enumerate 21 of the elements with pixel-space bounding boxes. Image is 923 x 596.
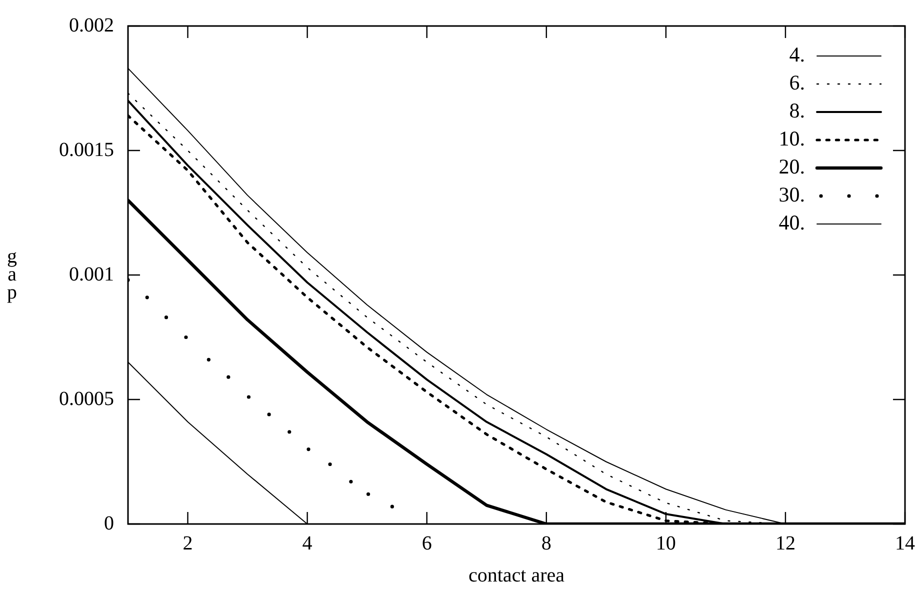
x-tick-label: 14 (895, 532, 915, 554)
legend-label: 30. (778, 182, 805, 207)
x-tick-label: 10 (656, 532, 676, 554)
x-axis-title: contact area (468, 564, 565, 586)
y-tick-label: 0.0015 (59, 138, 114, 161)
x-tick-label: 8 (541, 532, 552, 554)
x-tick-label: 2 (182, 532, 193, 554)
legend-label: 8. (789, 98, 805, 123)
legend-label: 6. (789, 70, 805, 95)
y-tick-label: 0.001 (69, 263, 114, 286)
legend-label: 40. (778, 210, 805, 235)
x-tick-label: 4 (302, 532, 312, 554)
x-tick-label: 6 (422, 532, 432, 554)
y-tick-label: 0.0005 (59, 388, 114, 410)
legend-label: 10. (778, 126, 805, 151)
x-tick-label: 12 (775, 532, 796, 554)
legend-label: 4. (789, 42, 805, 67)
y-tick-label: 0 (104, 512, 114, 534)
y-axis-title: gap (7, 245, 17, 304)
legend-label: 20. (778, 154, 805, 179)
y-tick-label: 0.002 (69, 14, 114, 36)
